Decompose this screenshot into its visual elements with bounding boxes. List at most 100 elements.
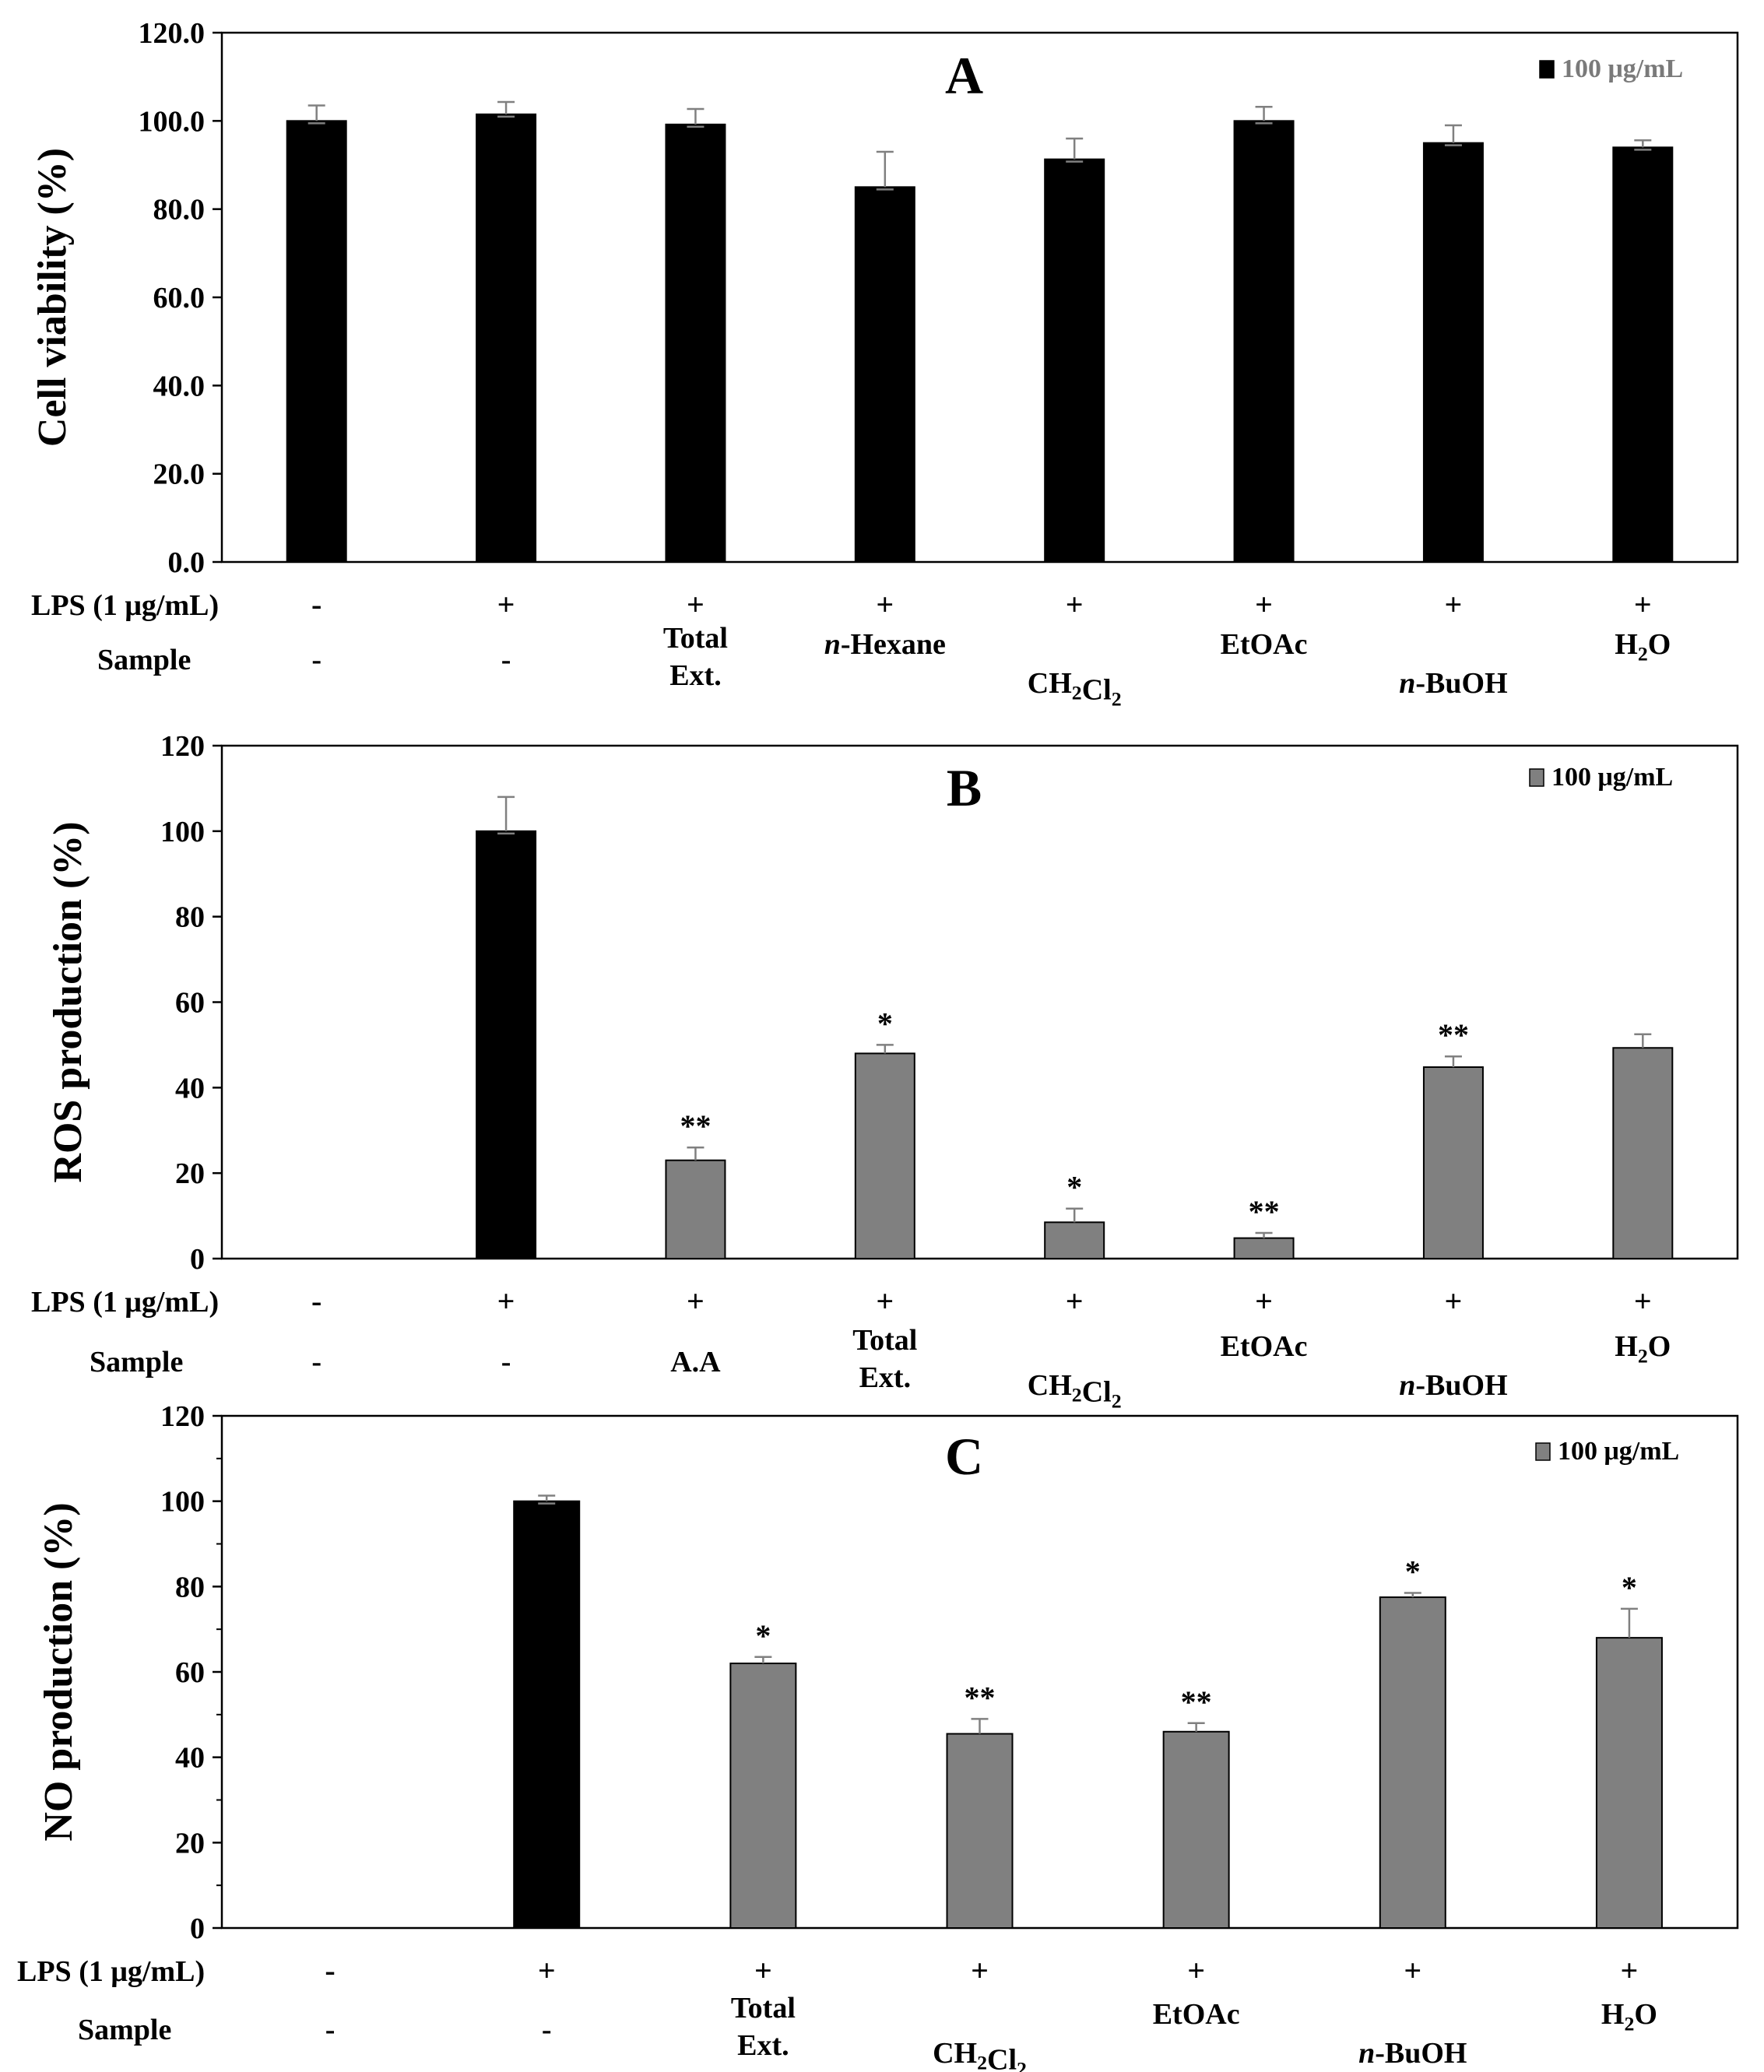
bar [1379,1596,1446,1930]
bar [513,1500,581,1929]
lps-sign: - [325,1953,335,1988]
sample-label: n-BuOH [1399,1369,1507,1402]
y-tick-label: 120.0 [139,17,206,50]
lps-sign: + [1404,1953,1421,1988]
lps-sign: + [1621,1953,1639,1988]
lps-sign: + [876,1284,894,1319]
y-tick-label: 100.0 [139,105,206,138]
y-tick-label: 60 [175,1656,205,1689]
bar [1595,1637,1663,1929]
y-axis-title: NO production (%) [37,1502,81,1841]
sample-label: - [501,644,511,676]
sample-label: - [542,2014,552,2046]
legend-label: 100 μg/mL [1562,54,1683,83]
bar [1612,146,1674,564]
legend-label: 100 μg/mL [1558,1437,1679,1466]
y-tick-label: 20.0 [153,458,206,491]
sample-label: Total [663,622,728,655]
significance-marker: ** [1249,1194,1280,1229]
plot-area-frame [220,744,1739,1260]
sample-label: - [325,2014,336,2046]
legend-swatch [1529,768,1544,787]
sample-label: n-BuOH [1358,2037,1467,2070]
bar [665,123,726,564]
bar [854,1052,915,1260]
bar [1044,1221,1105,1259]
sample-label: - [311,1346,322,1378]
y-tick-label: 120 [160,1400,205,1433]
sample-label: EtOAc [1153,1998,1240,2031]
sample-label: n-BuOH [1399,667,1507,700]
bar [286,120,347,564]
panel-label: C [945,1427,983,1486]
panel-label: A [945,46,983,105]
significance-marker: * [1066,1170,1082,1205]
y-tick-label: 80 [175,901,205,934]
lps-sign: + [1445,1284,1463,1319]
significance-marker: * [1622,1570,1637,1605]
lps-sign: + [538,1953,556,1988]
legend-swatch [1539,60,1555,79]
sample-label: n-Hexane [824,628,946,661]
y-tick-label: 20 [175,1827,205,1860]
panel-c-no-production: 0 20 40 60 80 100 120 NO production (%) C 100 μg/… [17,1400,1739,2072]
bar [1233,1237,1295,1260]
lps-sign: + [1066,587,1084,622]
lps-sign: + [1066,1284,1084,1319]
lps-sign: + [1445,587,1463,622]
sample-label: H2O [1601,1998,1657,2035]
sample-label: - [501,1346,511,1378]
significance-marker: ** [1438,1017,1469,1052]
lps-sign: + [1634,587,1652,622]
lps-sign: + [1255,1284,1273,1319]
y-tick-label: 100 [160,1486,205,1519]
sample-label: Ext. [669,659,722,692]
panel-b-ros-production: 0 20 40 60 80 100 120 ROS production (%) B 100 μg… [31,730,1739,1413]
y-axis-title: ROS production (%) [46,821,90,1182]
y-tick-label: 40 [175,1072,205,1104]
significance-marker: ** [1181,1684,1212,1719]
y-tick-label: 0 [190,1912,205,1945]
sample-label: - [311,644,322,676]
y-axis-title: Cell viability (%) [30,148,75,447]
y-tick-label: 40.0 [153,370,206,402]
sample-label: H2O [1615,628,1671,665]
lps-sign: + [687,1284,705,1319]
lps-sign: + [876,587,894,622]
lps-row-label: LPS (1 μg/mL) [31,589,219,622]
bar [1612,1047,1674,1260]
sample-row-label: Sample [78,2014,171,2046]
sample-label: Total [852,1324,917,1357]
bar [1233,120,1295,564]
bar [1422,142,1484,563]
sample-label: EtOAc [1221,1330,1308,1363]
lps-sign: - [311,1284,322,1319]
sample-label: H2O [1615,1330,1671,1367]
lps-sign: + [1187,1953,1205,1988]
lps-sign: + [971,1953,989,1988]
sample-row-label: Sample [97,644,191,676]
y-tick-label: 80 [175,1571,205,1603]
y-tick-label: 40 [175,1742,205,1775]
y-tick-label: 120 [160,730,205,763]
y-tick-label: 100 [160,816,205,848]
panel-label: B [947,758,982,817]
bar [1422,1066,1484,1260]
y-tick-label: 60 [175,987,205,1020]
sample-label: Ext. [737,2029,789,2062]
sample-label: CH2Cl2 [1028,1369,1122,1413]
sample-label: Ext. [859,1361,912,1394]
panel-a-cell-viability: 0.0 20.0 40.0 60.0 80.0 100.0 120.0 Cell viabil… [30,17,1739,711]
sample-label: A.A [670,1346,721,1378]
bar [854,186,915,563]
bar [946,1733,1014,1929]
bar [476,830,537,1260]
legend-swatch [1535,1442,1551,1461]
y-tick-label: 20 [175,1157,205,1190]
plot-area-frame [220,31,1739,564]
significance-marker: * [877,1006,893,1041]
sample-label: CH2Cl2 [933,2037,1027,2072]
significance-marker: * [1405,1554,1421,1589]
significance-marker: ** [680,1108,711,1143]
lps-row-label: LPS (1 μg/mL) [17,1955,205,1988]
